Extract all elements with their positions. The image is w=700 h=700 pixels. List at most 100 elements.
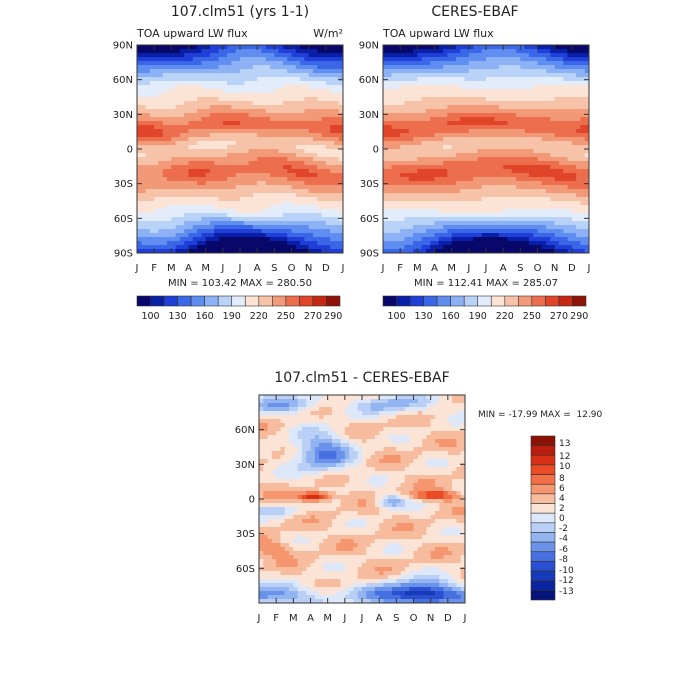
- heatmap-cell: [205, 65, 211, 70]
- heatmap-cell: [261, 141, 267, 146]
- heatmap-cell: [558, 77, 564, 82]
- heatmap-cell: [197, 161, 202, 166]
- heatmap-cell: [257, 129, 263, 134]
- heatmap-cell: [460, 225, 466, 230]
- heatmap-cell: [149, 113, 155, 118]
- heatmap-cell: [175, 57, 181, 62]
- heatmap-cell: [430, 69, 436, 74]
- heatmap-cell: [507, 65, 513, 70]
- heatmap-cell: [387, 233, 393, 238]
- heatmap-cell: [541, 217, 547, 222]
- heatmap-cell: [554, 61, 560, 66]
- heatmap-cell: [179, 105, 185, 110]
- heatmap-cell: [270, 161, 275, 166]
- heatmap-cell: [404, 73, 410, 78]
- heatmap-cell: [308, 129, 314, 134]
- heatmap-cell: [184, 97, 190, 102]
- heatmap-cell: [282, 61, 288, 66]
- heatmap-cell: [571, 97, 577, 102]
- heatmap-cell: [511, 193, 517, 198]
- heatmap-cell: [162, 81, 168, 86]
- heatmap-cell: [546, 125, 551, 130]
- heatmap-cell: [231, 181, 237, 186]
- heatmap-cell: [295, 197, 301, 202]
- heatmap-cell: [395, 141, 401, 146]
- heatmap-cell: [537, 89, 543, 94]
- heatmap-cell: [261, 213, 267, 218]
- heatmap-cell: [383, 133, 388, 138]
- heatmap-cell: [261, 157, 267, 162]
- heatmap-cell: [541, 85, 547, 90]
- heatmap-cell: [252, 233, 258, 238]
- heatmap-cell: [413, 105, 418, 110]
- heatmap-cell: [391, 153, 397, 158]
- heatmap-cell: [171, 205, 177, 210]
- colorbar-swatch: [299, 295, 314, 307]
- heatmap-cell: [141, 77, 147, 82]
- heatmap-cell: [270, 49, 275, 54]
- heatmap-cell: [240, 113, 245, 118]
- heatmap-cell: [425, 57, 431, 62]
- heatmap-cell: [248, 97, 254, 102]
- heatmap-cell: [145, 133, 151, 138]
- heatmap-cell: [490, 225, 496, 230]
- heatmap-cell: [408, 221, 414, 226]
- heatmap-cell: [447, 65, 453, 70]
- heatmap-cell: [167, 177, 172, 182]
- heatmap-cell: [158, 149, 164, 154]
- heatmap-cell: [158, 77, 164, 82]
- heatmap-cell: [265, 49, 271, 54]
- heatmap-cell: [227, 157, 233, 162]
- heatmap-cell: [391, 81, 397, 86]
- heatmap-cell: [413, 193, 418, 198]
- heatmap-cell: [265, 121, 271, 126]
- heatmap-cell: [188, 217, 194, 222]
- heatmap-cell: [584, 161, 589, 166]
- heatmap-cell: [395, 81, 401, 86]
- heatmap-cell: [413, 241, 418, 246]
- heatmap-cell: [533, 185, 539, 190]
- heatmap-cell: [149, 217, 155, 222]
- heatmap-cell: [490, 81, 496, 86]
- heatmap-cell: [227, 217, 233, 222]
- heatmap-cell: [455, 125, 461, 130]
- heatmap-cell: [188, 201, 194, 206]
- heatmap-cell: [558, 133, 564, 138]
- heatmap-cell: [443, 137, 448, 142]
- heatmap-cell: [511, 125, 517, 130]
- heatmap-cell: [417, 77, 423, 82]
- heatmap-cell: [494, 225, 500, 230]
- heatmap-cell: [554, 173, 560, 178]
- heatmap-cell: [162, 169, 168, 174]
- heatmap-cell: [468, 181, 474, 186]
- heatmap-cell: [550, 173, 556, 178]
- heatmap-cell: [287, 121, 293, 126]
- heatmap-cell: [477, 209, 483, 214]
- heatmap-cell: [400, 217, 406, 222]
- heatmap-cell: [486, 169, 491, 174]
- heatmap-cell: [580, 173, 586, 178]
- heatmap-cell: [477, 125, 483, 130]
- heatmap-cell: [408, 85, 414, 90]
- heatmap-cell: [218, 169, 224, 174]
- heatmap-cell: [278, 241, 284, 246]
- heatmap-cell: [387, 109, 393, 114]
- heatmap-cell: [528, 233, 534, 238]
- heatmap-cell: [395, 133, 401, 138]
- heatmap-cell: [158, 189, 164, 194]
- heatmap-cell: [520, 201, 526, 206]
- heatmap-cell: [244, 225, 250, 230]
- heatmap-cell: [330, 153, 336, 158]
- heatmap-cell: [158, 145, 164, 150]
- heatmap-cell: [184, 85, 190, 90]
- heatmap-cell: [252, 73, 258, 78]
- heatmap-cell: [383, 121, 388, 126]
- heatmap-cell: [325, 53, 331, 58]
- heatmap-cell: [317, 177, 323, 182]
- heatmap-cell: [486, 69, 491, 74]
- heatmap-cell: [455, 81, 461, 86]
- heatmap-cell: [516, 205, 521, 210]
- heatmap-cell: [498, 65, 504, 70]
- heatmap-cell: [240, 157, 245, 162]
- heatmap-cell: [330, 53, 336, 58]
